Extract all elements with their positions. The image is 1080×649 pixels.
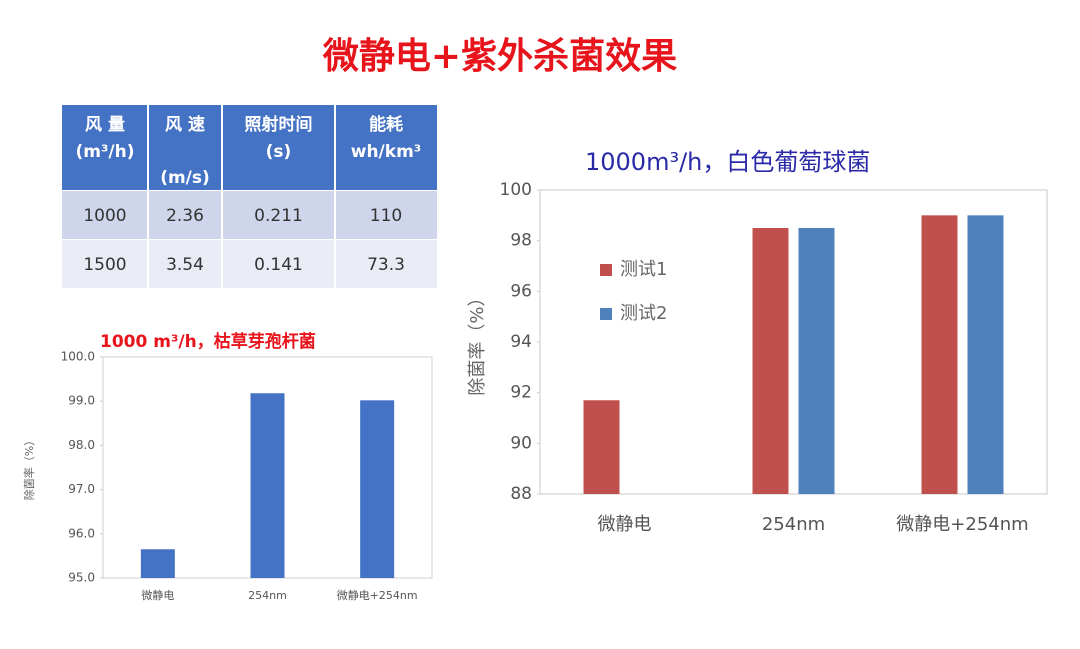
y-axis-label: 除菌率（%） [22,435,36,500]
y-tick-label: 95.0 [68,571,95,585]
y-tick-label: 98 [510,231,532,251]
table-cell: 110 [370,206,402,226]
table-header-cell: (m³/h) [75,142,134,162]
table-cell: 0.211 [254,206,303,226]
table-header-cell: 风 速 [165,114,205,135]
x-tick-label: 254nm [762,514,825,535]
x-tick-label: 微静电 [598,514,652,535]
y-tick-label: 94 [510,332,532,352]
bar [360,400,395,578]
y-tick-label: 96 [510,281,532,301]
bar [921,215,958,495]
table-header-cell: 能耗 [369,114,403,135]
chart-title: 1000m³/h，白色葡萄球菌 [585,148,870,176]
bar [798,228,835,494]
table-cell: 1500 [83,255,126,275]
table-header-cell: (s) [266,142,292,162]
table-row-bg [62,240,437,288]
y-tick-label: 100 [500,180,532,200]
x-tick-label: 微静电+254nm [337,588,418,602]
x-tick-label: 254nm [248,589,287,602]
bar [250,393,285,578]
table-cell: 73.3 [367,255,405,275]
table-cell: 0.141 [254,255,303,275]
table-cell: 3.54 [166,255,204,275]
y-tick-label: 92 [510,383,532,403]
bar [140,549,175,578]
y-tick-label: 88 [510,484,532,504]
y-tick-label: 98.0 [68,438,95,452]
legend-label: 测试1 [620,259,667,280]
bar [967,215,1004,495]
table-cell: 1000 [83,206,126,226]
y-tick-label: 90 [510,433,532,453]
bar [752,228,789,494]
table-header-cell: (m/s) [160,168,210,188]
table-header-cell: 风 量 [85,114,125,135]
legend-label: 测试2 [620,303,667,324]
y-axis-label: 除菌率（%） [467,288,488,395]
chart-title: 1000 m³/h，枯草芽孢杆菌 [100,331,316,352]
legend-swatch [600,264,612,276]
y-tick-label: 100.0 [61,350,95,364]
y-tick-label: 99.0 [68,394,95,408]
legend-swatch [600,308,612,320]
table-header-cell: 照射时间 [245,114,313,135]
bar [583,400,620,494]
y-tick-label: 96.0 [68,526,95,540]
x-tick-label: 微静电 [141,588,174,602]
slide-title: 微静电+紫外杀菌效果 [322,36,677,77]
table-header-bg [62,105,437,190]
table-header-cell: wh/km³ [351,142,421,162]
x-tick-label: 微静电+254nm [896,514,1028,535]
table-cell: 2.36 [166,206,204,226]
table-row-bg [62,191,437,239]
y-tick-label: 97.0 [68,482,95,496]
